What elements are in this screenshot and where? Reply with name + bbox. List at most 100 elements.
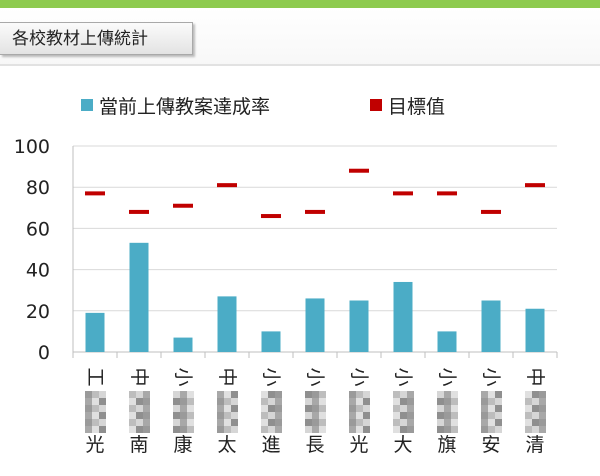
mosaic-cell bbox=[268, 391, 275, 398]
mosaic-cell bbox=[231, 405, 238, 412]
y-tick-label: 60 bbox=[26, 218, 50, 240]
mosaic-cell bbox=[136, 405, 143, 412]
bar-actual bbox=[525, 308, 545, 352]
mosaic-cell bbox=[85, 426, 92, 433]
mosaic-cell bbox=[349, 391, 356, 398]
mosaic-cell bbox=[275, 398, 282, 405]
mosaic-cell bbox=[407, 405, 414, 412]
mosaic-cell bbox=[92, 391, 99, 398]
bar-actual bbox=[393, 281, 413, 352]
y-tick-label: 0 bbox=[38, 342, 50, 364]
mosaic-cell bbox=[217, 419, 224, 426]
chart-panel: 當前上傳教案達成率 目標值 0 20 40 60 80 100 工光 中南 小康 中太 小進 小長 小光 小大… bbox=[0, 66, 600, 476]
mosaic-cell bbox=[451, 391, 458, 398]
mosaic-cell bbox=[525, 412, 532, 419]
mosaic-cell bbox=[275, 412, 282, 419]
mosaic-cell bbox=[356, 419, 363, 426]
mosaic-cell bbox=[305, 419, 312, 426]
mosaic-cell bbox=[187, 398, 194, 405]
mosaic-cell bbox=[349, 398, 356, 405]
mosaic-cell bbox=[312, 412, 319, 419]
mosaic-cell bbox=[180, 405, 187, 412]
mosaic-cell bbox=[173, 405, 180, 412]
mosaic-cell bbox=[532, 412, 539, 419]
header-divider bbox=[0, 64, 600, 66]
mosaic-cell bbox=[532, 419, 539, 426]
mosaic-cell bbox=[319, 426, 326, 433]
mosaic-cell bbox=[393, 412, 400, 419]
mosaic-cell bbox=[444, 391, 451, 398]
category-label-top: 中 bbox=[128, 367, 150, 386]
mosaic-cell bbox=[393, 426, 400, 433]
mosaic-cell bbox=[305, 426, 312, 433]
mosaic-cell bbox=[539, 398, 546, 405]
mosaic-cell bbox=[312, 398, 319, 405]
mosaic-cell bbox=[349, 419, 356, 426]
mosaic-cell bbox=[261, 412, 268, 419]
mosaic-cell bbox=[451, 412, 458, 419]
mosaic-cell bbox=[180, 391, 187, 398]
category-label-bottom: 旗 bbox=[437, 434, 456, 456]
mosaic-cell bbox=[488, 391, 495, 398]
mosaic-cell bbox=[268, 398, 275, 405]
mosaic-cell bbox=[99, 405, 106, 412]
mosaic-cell bbox=[92, 419, 99, 426]
mosaic-cell bbox=[356, 398, 363, 405]
mosaic-cell bbox=[451, 405, 458, 412]
mosaic-cell bbox=[136, 391, 143, 398]
bar-actual bbox=[305, 298, 325, 352]
mosaic-cell bbox=[363, 398, 370, 405]
mosaic-cell bbox=[356, 412, 363, 419]
mosaic-cell bbox=[488, 412, 495, 419]
mosaic-cell bbox=[319, 398, 326, 405]
mosaic-cell bbox=[393, 419, 400, 426]
mosaic-cell bbox=[224, 419, 231, 426]
mosaic-cell bbox=[92, 426, 99, 433]
category-label-top: 小 bbox=[304, 367, 326, 386]
mosaic-cell bbox=[261, 405, 268, 412]
mosaic-cell bbox=[85, 419, 92, 426]
mosaic-cell bbox=[92, 398, 99, 405]
mosaic-cell bbox=[173, 412, 180, 419]
mosaic-cell bbox=[92, 405, 99, 412]
mosaic-cell bbox=[187, 391, 194, 398]
mosaic-cell bbox=[451, 398, 458, 405]
mosaic-cell bbox=[275, 391, 282, 398]
mosaic-cell bbox=[495, 419, 502, 426]
mosaic-cell bbox=[261, 398, 268, 405]
mosaic-cell bbox=[444, 405, 451, 412]
mosaic-cell bbox=[539, 405, 546, 412]
category-label-top: 工 bbox=[84, 367, 106, 386]
bar-actual bbox=[349, 300, 369, 352]
mosaic-cell bbox=[92, 412, 99, 419]
mosaic-cell bbox=[261, 391, 268, 398]
mosaic-cell bbox=[129, 398, 136, 405]
mosaic-cell bbox=[393, 398, 400, 405]
target-marker bbox=[349, 168, 369, 173]
mosaic-cell bbox=[437, 412, 444, 419]
mosaic-cell bbox=[532, 405, 539, 412]
mosaic-cell bbox=[268, 412, 275, 419]
mosaic-cell bbox=[532, 391, 539, 398]
target-marker bbox=[525, 183, 545, 188]
mosaic-cell bbox=[99, 398, 106, 405]
mosaic-cell bbox=[224, 412, 231, 419]
mosaic-cell bbox=[173, 398, 180, 405]
mosaic-cell bbox=[444, 412, 451, 419]
mosaic-cell bbox=[180, 398, 187, 405]
mosaic-cell bbox=[363, 412, 370, 419]
mosaic-cell bbox=[217, 391, 224, 398]
legend-swatch-actual bbox=[81, 99, 93, 111]
target-marker bbox=[305, 209, 325, 214]
mosaic-cell bbox=[488, 405, 495, 412]
mosaic-cell bbox=[437, 398, 444, 405]
y-tick-label: 100 bbox=[14, 136, 50, 158]
mosaic-cell bbox=[129, 426, 136, 433]
mosaic-cell bbox=[481, 412, 488, 419]
mosaic-cell bbox=[99, 412, 106, 419]
mosaic-cell bbox=[356, 405, 363, 412]
mosaic-cell bbox=[268, 419, 275, 426]
mosaic-cell bbox=[539, 419, 546, 426]
mosaic-cell bbox=[85, 412, 92, 419]
mosaic-cell bbox=[393, 405, 400, 412]
